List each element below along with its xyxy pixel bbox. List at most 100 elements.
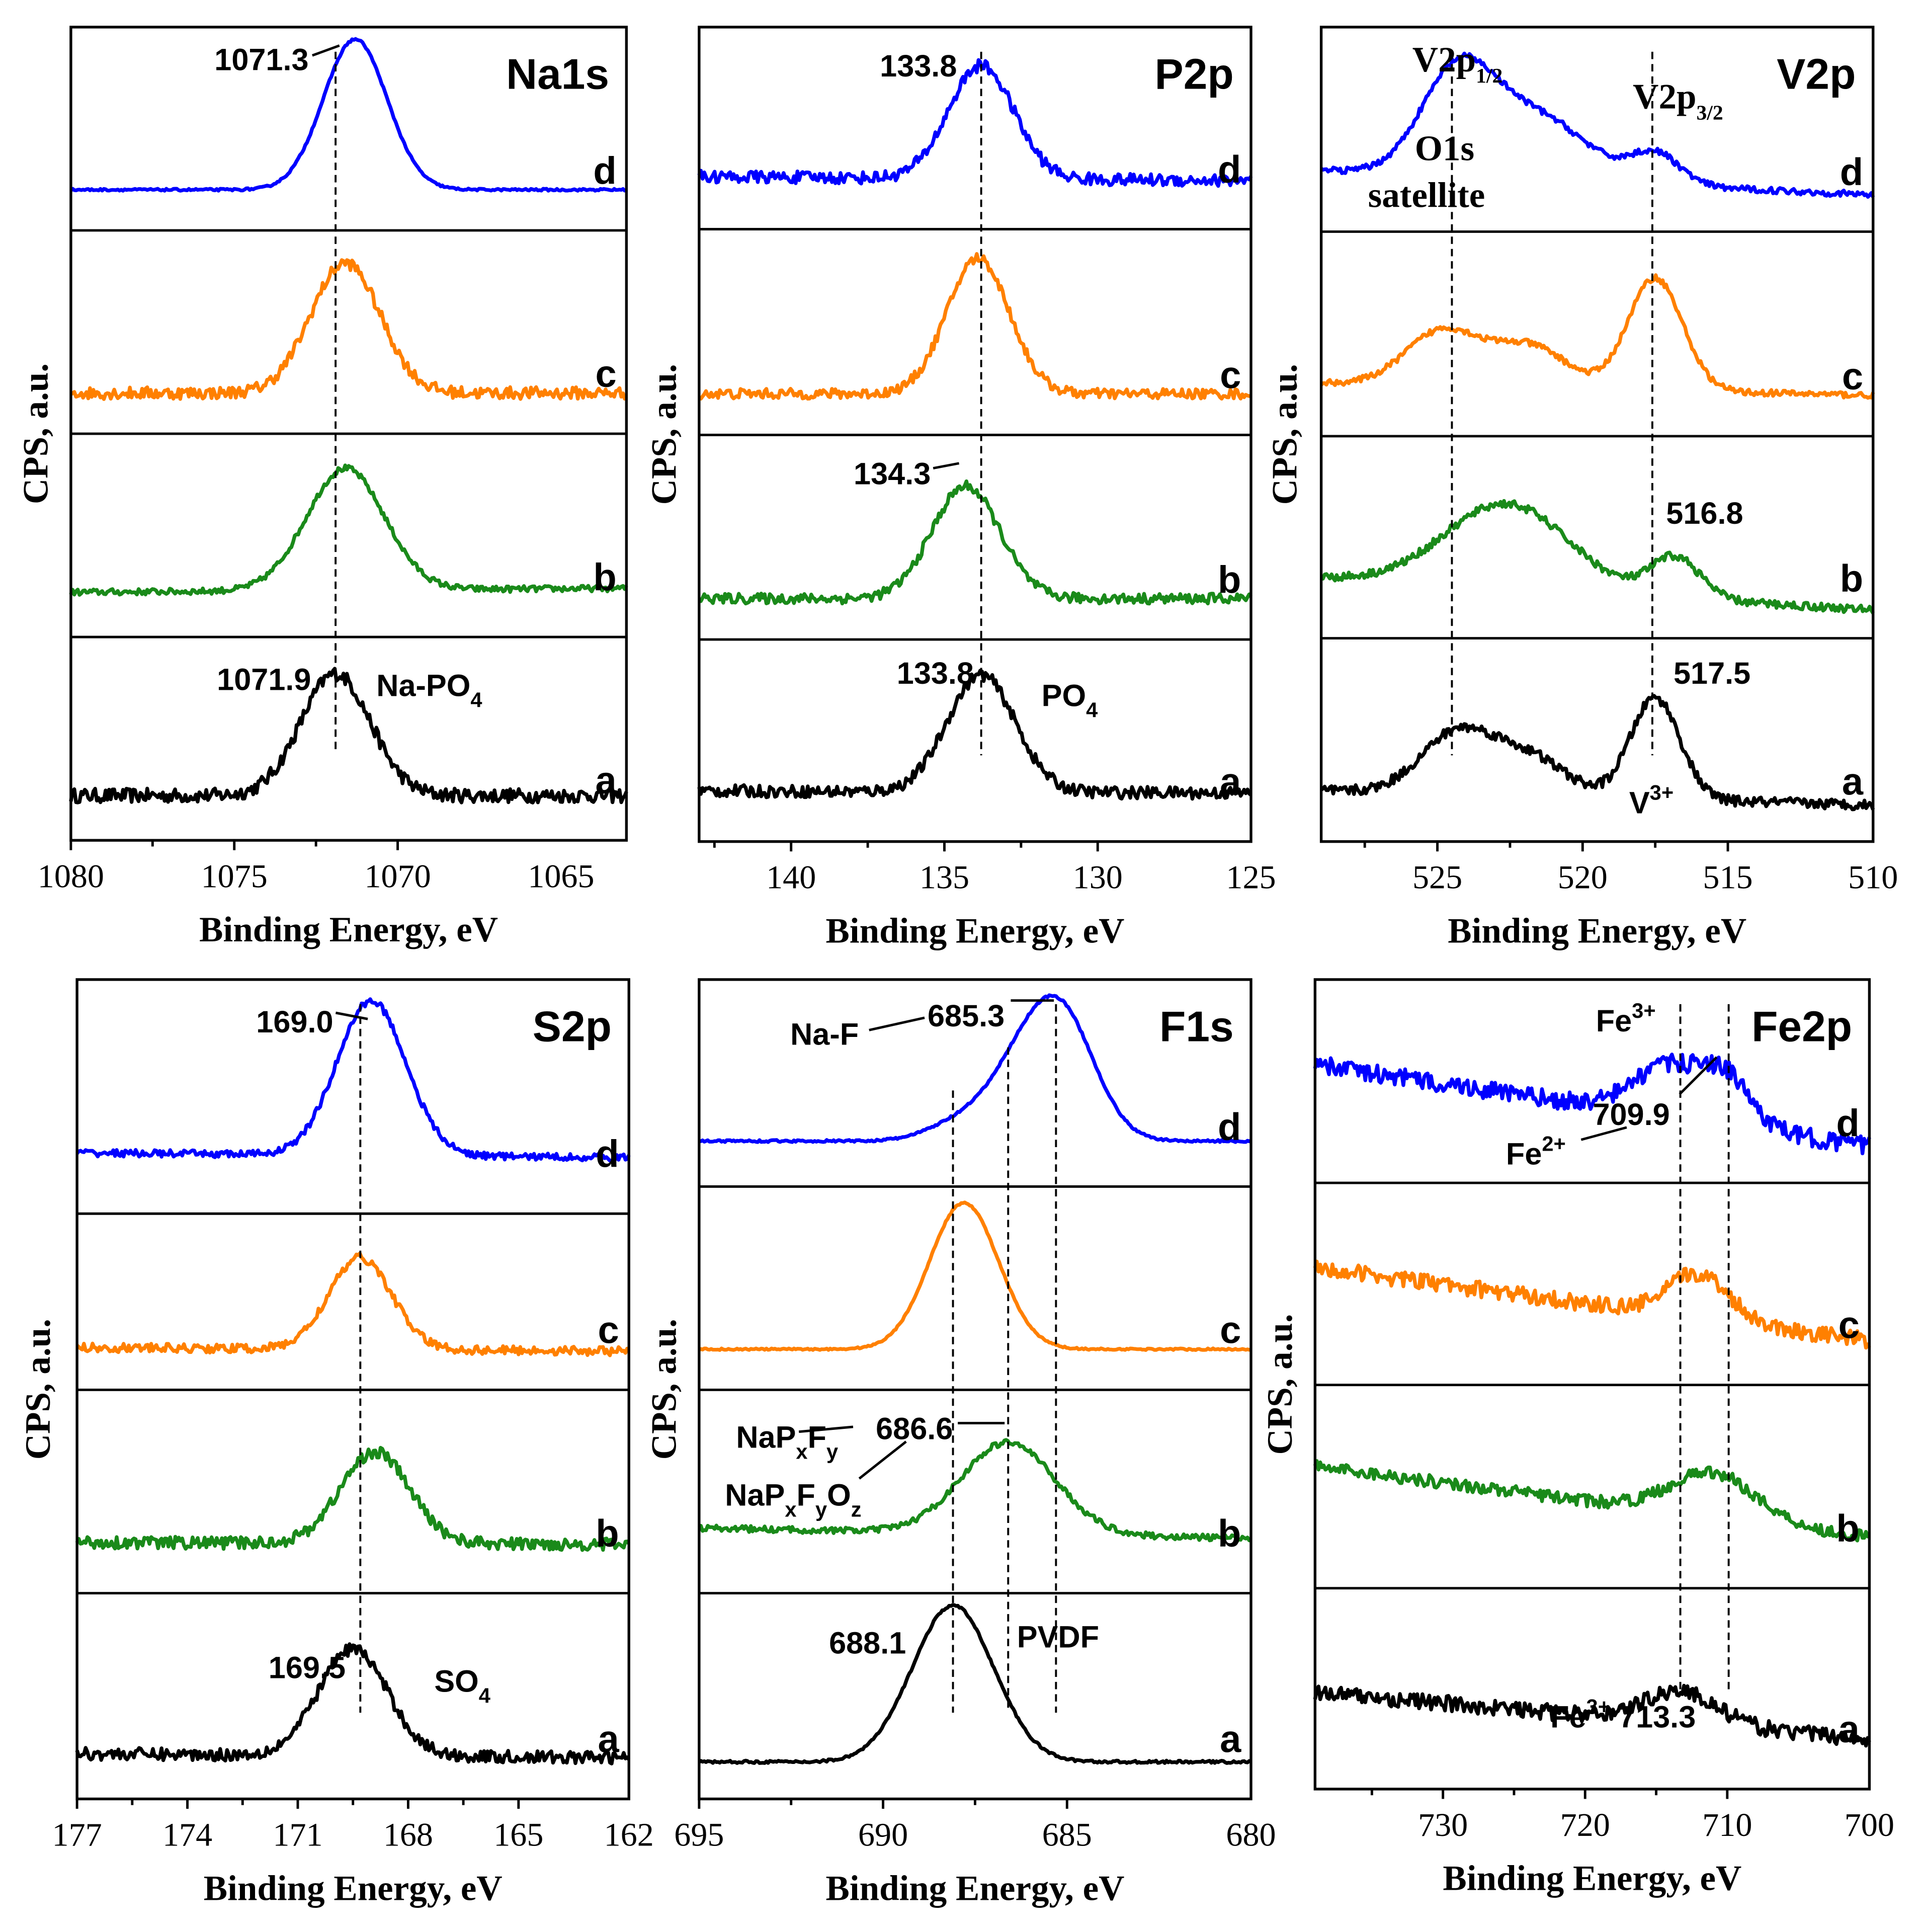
annotation-segment: 3/2	[1696, 102, 1723, 125]
spectrum-label: a	[1220, 1718, 1241, 1760]
spectrum-b	[1320, 499, 1875, 614]
spectrum-label: a	[596, 759, 617, 802]
peak-annotation: Fe2+	[1506, 1132, 1566, 1171]
y-axis-label: CPS, a.u.	[16, 363, 55, 504]
annotation-segment: x	[785, 1498, 796, 1521]
peak-annotation: NaPxFyOz	[725, 1478, 861, 1521]
spectrum-c	[75, 1251, 630, 1357]
spectrum-label: a	[1220, 761, 1241, 803]
peak-annotation: V2p3/2	[1633, 77, 1723, 125]
annotation-segment: Fe	[1506, 1137, 1542, 1171]
annotation-segment: 133.8	[880, 49, 957, 83]
spectrum-label: a	[598, 1718, 619, 1760]
x-axis-label: Binding Energy, eV	[199, 910, 498, 949]
spectrum-d	[69, 37, 627, 193]
x-tick-label: 1070	[364, 858, 431, 895]
x-tick-label: 695	[674, 1817, 724, 1854]
x-tick-label: 510	[1848, 859, 1898, 896]
x-tick-label: 125	[1226, 859, 1276, 896]
peak-annotation: 688.1	[829, 1626, 906, 1660]
peak-annotation: PO4	[1042, 678, 1098, 721]
x-tick-label: 515	[1703, 859, 1752, 896]
spectrum-label: d	[593, 149, 616, 192]
annotation-segment: 517.5	[1674, 656, 1750, 690]
x-axis-label: Binding Energy, eV	[1443, 1859, 1741, 1898]
peak-annotation: 685.3	[928, 999, 1005, 1033]
x-tick-label: 130	[1073, 859, 1123, 896]
peak-annotation: Na-F	[790, 1017, 859, 1052]
spectrum-a	[1313, 1683, 1871, 1748]
x-axis-label: Binding Energy, eV	[825, 911, 1124, 950]
annotation-segment: PVDF	[1017, 1620, 1099, 1654]
y-axis-label: CPS, a.u.	[644, 364, 684, 505]
spectrum-label: b	[1836, 1507, 1859, 1550]
annotation-segment: 1/2	[1476, 64, 1502, 88]
spectrum-label: d	[1836, 1102, 1859, 1145]
peak-annotation: NaPxFy	[736, 1420, 838, 1464]
annotation-segment: 1071.9	[217, 662, 311, 696]
spectrum-d	[1320, 51, 1875, 199]
annotation-segment: 134.3	[854, 456, 931, 491]
peak-annotation: 709.9	[1593, 1097, 1669, 1132]
leader-line	[312, 44, 340, 57]
annotation-segment: V2p	[1633, 77, 1696, 117]
spectrum-a	[1320, 694, 1875, 812]
x-tick-label: 135	[919, 859, 969, 896]
leader-line	[335, 1011, 368, 1020]
annotation-segment: F	[808, 1420, 826, 1455]
spectrum-label: c	[598, 1309, 619, 1351]
spectrum-c	[698, 1200, 1251, 1352]
spectrum-b	[75, 1445, 631, 1552]
spectrum-label: a	[1842, 761, 1864, 803]
x-axis-label: Binding Energy, eV	[825, 1869, 1124, 1908]
spectrum-a	[697, 669, 1252, 801]
spectrum-c	[1320, 273, 1875, 400]
annotation-segment: 3+	[1632, 999, 1655, 1022]
annotation-segment: 169.0	[256, 1005, 333, 1039]
panel-p2p: a b c d 140 135 130 125 Binding Energy, eV CPS, a…	[644, 26, 1276, 950]
x-tick-label: 680	[1226, 1817, 1276, 1854]
panel-fe2p: a b c d 730 720 710 700 Binding Energy, eV CPS, a…	[1261, 978, 1894, 1898]
x-tick-label: 710	[1702, 1807, 1752, 1843]
annotation-segment: z	[851, 1498, 862, 1521]
spectrum-b	[69, 463, 628, 597]
annotation-segment: 4	[470, 688, 482, 712]
spectrum-b	[699, 479, 1252, 606]
annotation-segment: y	[815, 1498, 827, 1521]
spectrum-b	[698, 1438, 1252, 1543]
leader-line	[799, 1425, 854, 1433]
panel-title: Fe2p	[1751, 1002, 1852, 1051]
annotation-segment: 3+	[1586, 1695, 1610, 1719]
x-tick-label: 165	[493, 1817, 543, 1854]
annotation-segment: PO	[1042, 678, 1086, 712]
spectrum-label: c	[1838, 1304, 1860, 1347]
y-axis-label: CPS, a.u.	[644, 1319, 684, 1460]
spectrum-d	[1313, 1053, 1871, 1156]
annotation-segment: 169.5	[269, 1651, 346, 1685]
annotation-segment: satellite	[1368, 176, 1485, 215]
annotation-segment: 4	[479, 1683, 490, 1707]
annotation-segment: 688.1	[829, 1626, 906, 1660]
x-tick-label: 520	[1558, 859, 1608, 896]
spectrum-label: b	[596, 1512, 619, 1555]
annotation-segment: 133.8	[897, 656, 974, 690]
leader-line	[1679, 1056, 1718, 1095]
annotation-segment: y	[826, 1440, 838, 1464]
leader-line	[933, 462, 960, 470]
annotation-segment: Na-PO	[376, 669, 470, 703]
annotation-segment: 1071.3	[214, 43, 308, 77]
peak-annotation: 134.3	[854, 456, 931, 491]
annotation-segment: O1s	[1415, 129, 1474, 168]
peak-annotation: O1s	[1415, 129, 1474, 168]
spectrum-d	[75, 997, 631, 1163]
spectrum-d	[699, 993, 1252, 1144]
annotation-segment: F	[797, 1478, 815, 1512]
x-axis-label: Binding Energy, eV	[1448, 911, 1746, 950]
annotation-segment: 4	[1086, 698, 1098, 721]
spectrum-a	[75, 1642, 631, 1765]
annotation-segment: Na-F	[790, 1017, 859, 1052]
y-axis-label: CPS, a.u.	[19, 1319, 58, 1460]
y-axis-label: CPS, a.u.	[1261, 1314, 1300, 1455]
panel-f1s: a b c d 695 690 685 680 Binding Energy, eV CPS, a…	[644, 978, 1276, 1908]
